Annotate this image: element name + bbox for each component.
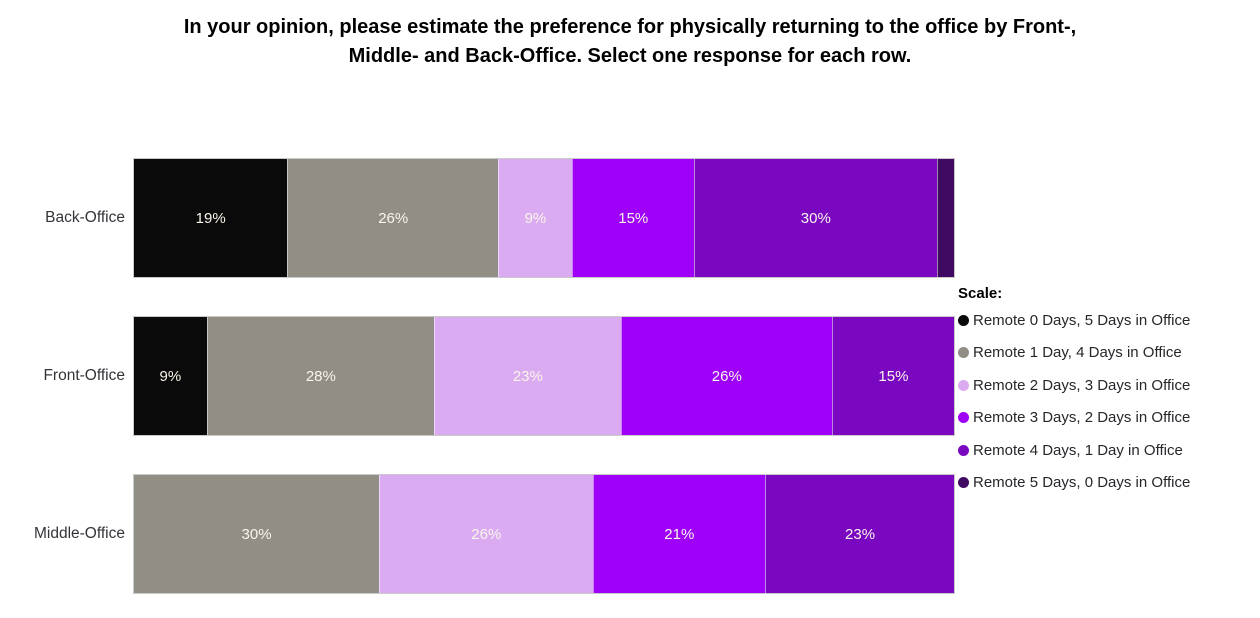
segment-value-label: 15% xyxy=(618,209,649,227)
bar-segment: 19% xyxy=(134,159,288,277)
segment-value-label: 30% xyxy=(241,525,272,543)
plot-area: Back-Office 19% 26% 9% 15% 30% Front-Office 9% 2… xyxy=(0,158,1260,618)
stacked-bar: 30% 26% 21% 23% xyxy=(133,474,955,594)
bar-segment: 15% xyxy=(831,317,955,435)
bar-segment: 23% xyxy=(433,317,621,435)
bar-segment: 9% xyxy=(498,159,572,277)
bar-segment: 30% xyxy=(134,475,380,593)
category-row: Front-Office 9% 28% 23% 26% 15% xyxy=(0,316,1260,436)
chart-title-line-1: In your opinion, please estimate the pre… xyxy=(183,16,1077,38)
segment-value-label: 30% xyxy=(800,209,831,227)
segment-value-label: 23% xyxy=(845,525,876,543)
legend-item: Remote 2 Days, 3 Days in Office xyxy=(958,369,1258,402)
legend-label: Remote 3 Days, 2 Days in Office xyxy=(973,409,1191,427)
segment-value-label: 23% xyxy=(512,367,543,385)
legend-dot-icon xyxy=(958,477,969,489)
segment-value-label: 9% xyxy=(524,209,547,227)
legend-dot-icon xyxy=(958,412,969,424)
category-row: Back-Office 19% 26% 9% 15% 30% xyxy=(0,158,1260,278)
legend-label: Remote 1 Day, 4 Days in Office xyxy=(973,344,1182,362)
bar-segment: 23% xyxy=(765,475,954,593)
category-row: Middle-Office 30% 26% 21% 23% xyxy=(0,474,1260,594)
segment-value-label: 28% xyxy=(305,367,336,385)
legend-label: Remote 0 Days, 5 Days in Office xyxy=(973,311,1191,329)
legend-dot-icon xyxy=(958,347,969,359)
legend: Scale: Remote 0 Days, 5 Days in Office Re… xyxy=(958,284,1258,499)
legend-item: Remote 1 Day, 4 Days in Office xyxy=(958,337,1258,370)
legend-dot-icon xyxy=(958,444,969,456)
segment-value-label: 26% xyxy=(378,209,409,227)
bar-segment: 21% xyxy=(592,475,766,593)
category-label: Front-Office xyxy=(43,367,125,384)
legend-item: Remote 0 Days, 5 Days in Office xyxy=(958,304,1258,337)
segment-value-label: 15% xyxy=(878,367,909,385)
legend-dot-icon xyxy=(958,314,969,326)
chart-title: In your opinion, please estimate the pre… xyxy=(0,13,1260,71)
segment-value-label: 19% xyxy=(195,209,226,227)
bar-segment: 30% xyxy=(693,159,937,277)
legend-item: Remote 3 Days, 2 Days in Office xyxy=(958,402,1258,435)
bar-segment: 26% xyxy=(379,475,593,593)
category-label: Middle-Office xyxy=(33,525,125,542)
stacked-bar: 19% 26% 9% 15% 30% xyxy=(133,158,955,278)
stacked-bar: 9% 28% 23% 26% 15% xyxy=(133,316,955,436)
category-label: Back-Office xyxy=(45,209,125,226)
bar-segment: 9% xyxy=(134,317,207,435)
legend-label: Remote 5 Days, 0 Days in Office xyxy=(973,474,1191,492)
legend-item: Remote 4 Days, 1 Day in Office xyxy=(958,434,1258,467)
bar-segment xyxy=(936,159,954,277)
segment-value-label: 26% xyxy=(471,525,502,543)
segment-value-label: 21% xyxy=(664,525,695,543)
bar-segment: 26% xyxy=(287,159,499,277)
bar-segment: 26% xyxy=(620,317,832,435)
bar-segment: 15% xyxy=(571,159,694,277)
legend-items: Remote 0 Days, 5 Days in Office Remote 1 … xyxy=(958,304,1258,499)
legend-label: Remote 4 Days, 1 Day in Office xyxy=(973,441,1183,459)
bar-segment: 28% xyxy=(206,317,434,435)
chart-title-line-2: Middle- and Back-Office. Select one resp… xyxy=(348,45,912,67)
segment-value-label: 9% xyxy=(159,367,182,385)
legend-item: Remote 5 Days, 0 Days in Office xyxy=(958,467,1258,500)
legend-dot-icon xyxy=(958,379,969,391)
legend-title: Scale: xyxy=(958,285,1003,302)
legend-label: Remote 2 Days, 3 Days in Office xyxy=(973,376,1191,394)
segment-value-label: 26% xyxy=(711,367,742,385)
